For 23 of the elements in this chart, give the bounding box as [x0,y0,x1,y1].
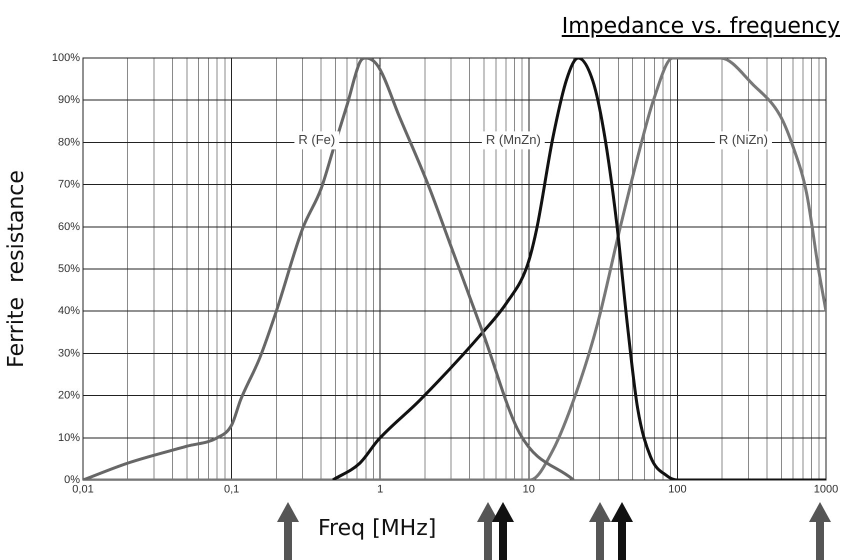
y-tick-label: 50% [58,263,80,276]
y-tick-label: 10% [58,432,80,444]
y-tick-label: 60% [58,220,80,233]
series-label: R (Fe) [298,132,336,147]
y-axis-title: Ferrite resistance [4,170,29,368]
y-tick-label: 30% [58,347,80,360]
series-label: R (NiZn) [718,132,768,147]
x-tick-label: 0,1 [224,484,240,496]
y-tick-label: 90% [58,94,80,106]
y-tick-label: 100% [52,52,80,64]
y-tick-label: 0% [64,474,80,486]
x-axis-title: Freq [MHz] [318,516,436,541]
y-tick-label: 20% [58,390,80,402]
y-tick-label: 40% [58,305,80,318]
x-tick-label: 100 [668,484,687,496]
series-label: R (MnZn) [486,132,541,147]
x-tick-label: 10 [522,484,535,496]
x-tick-label: 1000 [814,484,838,496]
chart-title: Impedance vs. frequency [562,14,840,39]
y-tick-label: 80% [58,136,80,148]
x-tick-label: 0,01 [72,484,94,496]
x-tick-label: 1 [377,484,384,496]
y-tick-label: 70% [58,178,80,191]
